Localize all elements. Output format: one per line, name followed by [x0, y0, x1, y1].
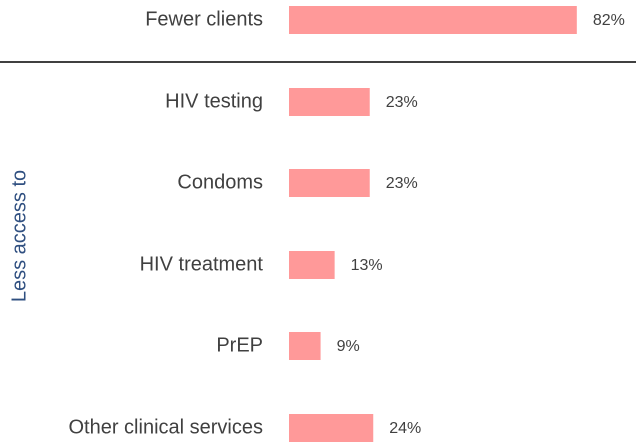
value-label: 24%: [389, 420, 421, 437]
bar: [289, 414, 374, 442]
category-label: HIV testing: [165, 90, 263, 112]
value-label: 13%: [351, 257, 383, 274]
value-label: 82%: [593, 12, 625, 29]
bar: [289, 169, 370, 197]
bar: [289, 88, 370, 116]
value-label: 9%: [337, 338, 360, 355]
bar: [289, 332, 321, 360]
category-label: HIV treatment: [140, 253, 264, 275]
bar: [289, 6, 577, 34]
category-label: Condoms: [177, 171, 263, 193]
category-label: Fewer clients: [145, 8, 263, 30]
category-label: PrEP: [216, 334, 263, 356]
value-label: 23%: [386, 94, 418, 111]
value-label: 23%: [386, 175, 418, 192]
bar: [289, 251, 335, 279]
group-label: Less access to: [8, 170, 30, 302]
category-label: Other clinical services: [68, 416, 263, 438]
